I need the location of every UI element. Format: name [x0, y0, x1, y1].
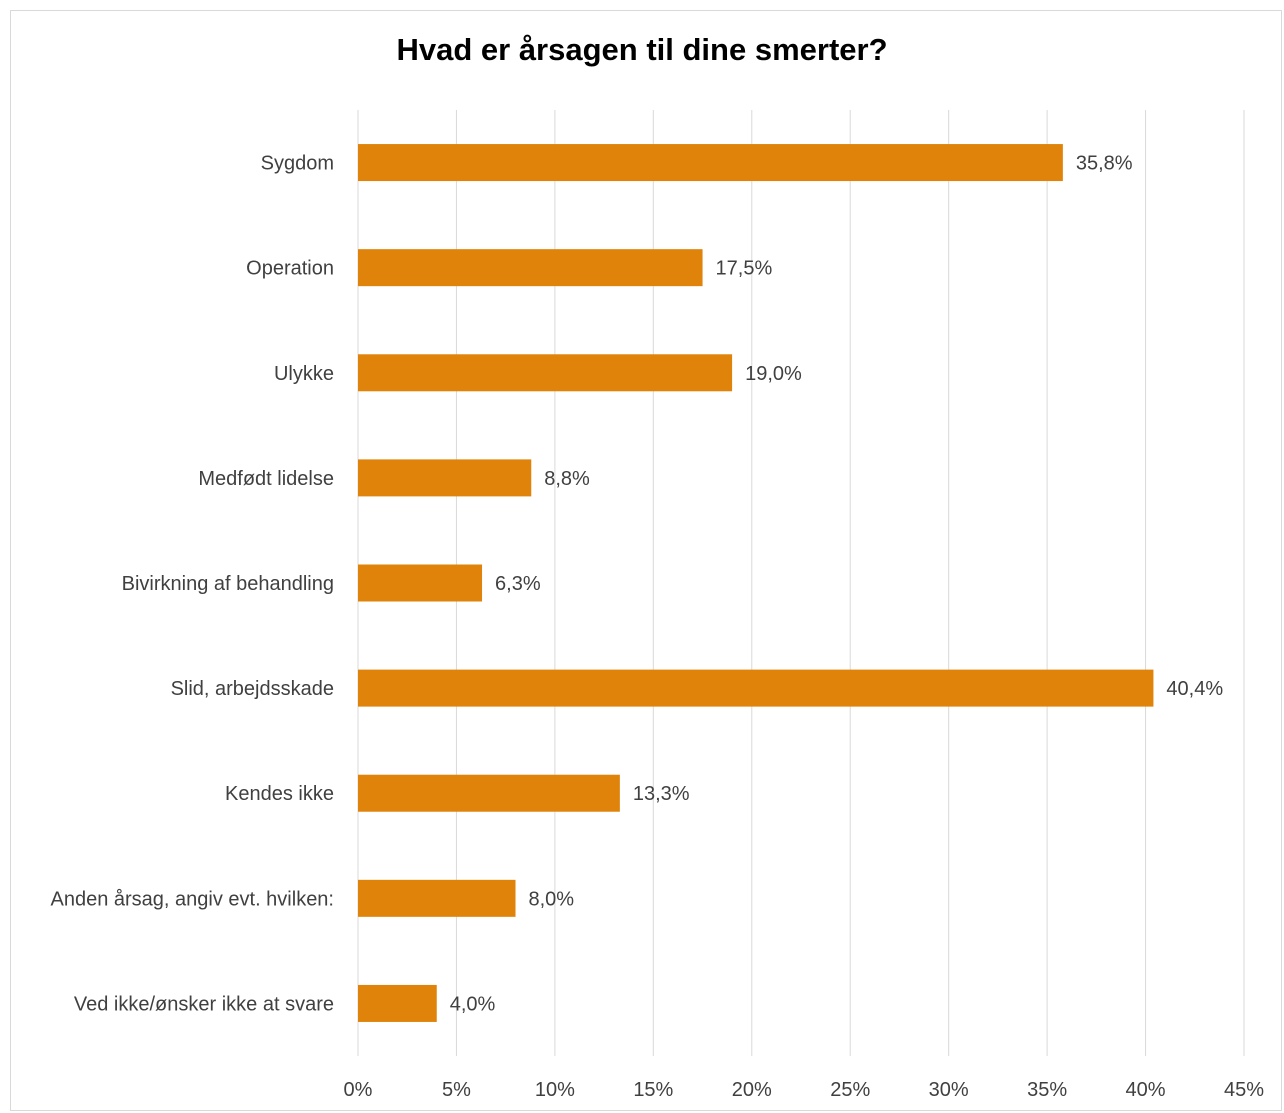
bar-3 [358, 354, 733, 392]
x-tick-label: 5% [442, 1079, 471, 1101]
bar-7 [358, 774, 620, 812]
category-label: Bivirkning af behandling [122, 573, 334, 595]
category-label: Sygdom [261, 153, 334, 175]
data-label: 17,5% [716, 258, 773, 280]
data-label: 19,0% [745, 363, 802, 385]
data-label: 13,3% [633, 783, 690, 805]
x-tick-label: 35% [1027, 1079, 1067, 1101]
data-label: 4,0% [450, 993, 496, 1015]
data-label: 40,4% [1166, 678, 1223, 700]
x-tick-label: 25% [830, 1079, 870, 1101]
bar-8 [358, 879, 516, 917]
category-label: Slid, arbejdsskade [171, 678, 334, 700]
data-label: 35,8% [1076, 153, 1133, 175]
x-tick-label: 45% [1224, 1079, 1264, 1101]
bar-4 [358, 459, 532, 497]
x-tick-label: 10% [535, 1079, 575, 1101]
bar-6 [358, 669, 1154, 707]
bar-9 [358, 984, 437, 1022]
x-tick-label: 0% [344, 1079, 373, 1101]
labels: 0% 5% 10% 15% 20% 25% 30% 35% 40% 45% Sygdom 35,8% O… [50, 153, 1264, 1101]
data-label: 6,3% [495, 573, 541, 595]
x-tick-label: 40% [1126, 1079, 1166, 1101]
category-label: Kendes ikke [225, 783, 334, 805]
bars [358, 144, 1154, 1022]
bar-5 [358, 564, 483, 602]
data-label: 8,0% [529, 888, 575, 910]
chart-title: Hvad er årsagen til dine smerter? [396, 32, 888, 67]
category-label: Medfødt lidelse [198, 468, 334, 490]
category-label: Ulykke [274, 363, 334, 385]
bar-1 [358, 144, 1063, 182]
chart-frame [10, 10, 1282, 1111]
data-label: 8,8% [544, 468, 590, 490]
x-tick-label: 30% [929, 1079, 969, 1101]
x-tick-label: 15% [633, 1079, 673, 1101]
category-label: Operation [246, 258, 334, 280]
x-tick-label: 20% [732, 1079, 772, 1101]
category-label: Anden årsag, angiv evt. hvilken: [50, 888, 334, 910]
bar-2 [358, 249, 703, 287]
category-label: Ved ikke/ønsker ikke at svare [74, 993, 334, 1015]
gridlines [357, 110, 1245, 1056]
